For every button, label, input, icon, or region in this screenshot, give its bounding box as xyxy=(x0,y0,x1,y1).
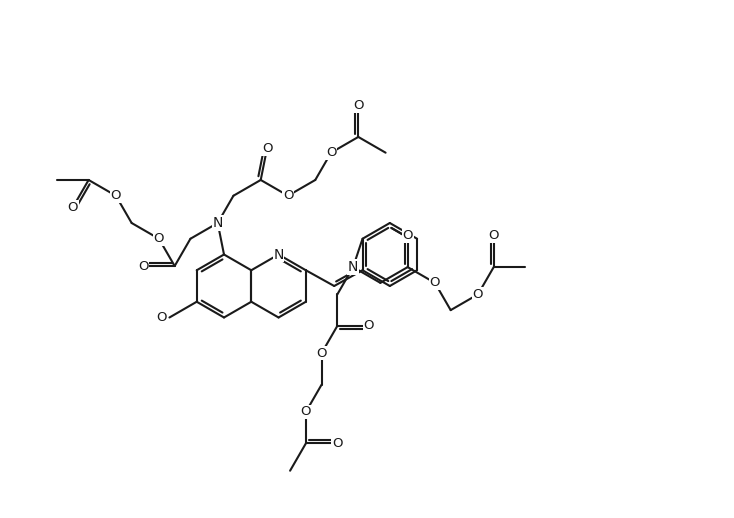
Text: N: N xyxy=(213,216,223,230)
Text: O: O xyxy=(316,347,327,359)
Text: O: O xyxy=(326,146,336,159)
Text: O: O xyxy=(153,232,164,245)
Text: O: O xyxy=(301,406,311,419)
Text: O: O xyxy=(156,311,167,324)
Text: O: O xyxy=(429,276,440,290)
Text: N: N xyxy=(273,248,284,262)
Text: O: O xyxy=(262,142,272,155)
Text: O: O xyxy=(111,189,121,202)
Text: O: O xyxy=(283,189,294,202)
Text: O: O xyxy=(402,229,413,242)
Text: O: O xyxy=(473,288,483,301)
Text: O: O xyxy=(138,260,148,272)
Text: O: O xyxy=(488,229,499,242)
Text: O: O xyxy=(363,320,374,333)
Text: O: O xyxy=(332,437,343,450)
Text: N: N xyxy=(348,260,358,274)
Text: O: O xyxy=(68,201,78,214)
Text: O: O xyxy=(353,99,363,112)
